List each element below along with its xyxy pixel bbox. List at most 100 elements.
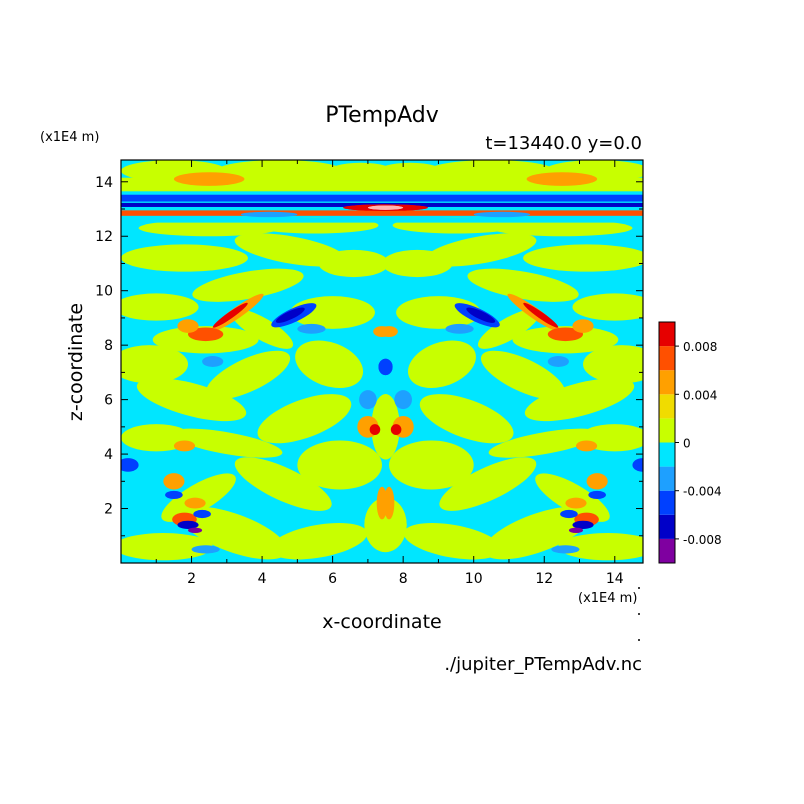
y-tick-label: 12 — [95, 229, 113, 245]
colorbar-segment — [659, 370, 675, 395]
field-patch-high — [177, 319, 199, 333]
band-patch-orange — [526, 172, 598, 186]
field-patch-positive — [297, 440, 383, 490]
colorbar-tick-label: 0.008 — [683, 340, 717, 354]
field-patch-positive — [138, 219, 280, 237]
field-patch-low — [202, 356, 224, 367]
field-patch-positive — [419, 394, 514, 444]
x-tick-label: 10 — [465, 571, 483, 587]
field-patch-low — [568, 527, 584, 534]
field-patch-low — [275, 307, 305, 323]
field-patch-positive — [524, 378, 635, 422]
chart-title: PTempAdv — [325, 103, 439, 128]
field-patch-positive — [467, 268, 579, 302]
colorbar-tick-label: -0.004 — [683, 485, 722, 499]
band-positive — [121, 177, 643, 192]
field-patch-positive — [382, 249, 453, 278]
field-patch-positive — [161, 473, 236, 522]
field-patch-positive — [488, 428, 600, 458]
colorbar-tick-label: 0 — [683, 437, 691, 451]
y-tick-label: 6 — [104, 393, 113, 409]
field-patch-positive — [535, 473, 610, 522]
y-tick-label: 10 — [95, 284, 113, 300]
field-patch-positive — [257, 394, 352, 444]
field-patch-low — [466, 307, 496, 323]
colorbar-segment — [659, 346, 675, 371]
field-patch-positive — [121, 533, 213, 561]
field-patch-positive — [558, 533, 643, 561]
field-patch-high — [547, 327, 584, 342]
field-patch-positive — [389, 440, 474, 490]
field-patch-low — [632, 458, 643, 472]
field-patch-low — [193, 509, 211, 519]
field-patch-positive — [121, 244, 248, 272]
field-patch-high — [173, 440, 196, 452]
field-patch-high — [188, 327, 224, 342]
field-patch-low — [177, 520, 199, 529]
y-axis: 2 4 6 8 10 12 14 — [95, 175, 643, 537]
field-patch-high — [184, 497, 206, 509]
y-units-label: (x1E4 m) — [40, 130, 99, 145]
colorbar-segment — [659, 466, 675, 491]
y-tick-label: 8 — [104, 338, 113, 354]
colorbar-segment — [659, 490, 675, 515]
band-core-max — [367, 205, 404, 210]
field-patch-low — [240, 211, 298, 218]
field-patch-positive — [483, 506, 591, 560]
dot-marker — [638, 639, 640, 641]
field-patch-positive — [231, 308, 294, 349]
field-patch-low — [473, 211, 531, 218]
colorbar-tick-label: 0.004 — [683, 388, 717, 402]
field-patch-high — [380, 326, 398, 337]
field-patch-low — [121, 458, 139, 472]
field-patch-low — [297, 323, 326, 334]
field-patch-low — [547, 356, 569, 367]
band-negative — [121, 194, 643, 202]
source-file-label: ./jupiter_PTempAdv.nc — [444, 654, 642, 675]
field-patch-low — [572, 520, 594, 529]
field-patch-positive — [216, 160, 344, 182]
field-patch-positive — [269, 522, 368, 560]
x-tick-label: 6 — [328, 571, 337, 587]
field-patch-low — [445, 323, 474, 334]
field-patch-high — [390, 424, 402, 436]
field-patch-positive — [121, 345, 189, 384]
field-patch-positive — [364, 497, 407, 553]
field-patch-low — [551, 545, 580, 554]
field-patch-high — [565, 497, 587, 509]
colorbar-segment — [659, 442, 675, 467]
x-axis-label: x-coordinate — [322, 611, 441, 633]
field-patch-positive — [171, 428, 283, 458]
field-patch-low — [588, 490, 606, 500]
field-patch-positive — [295, 340, 364, 388]
colorbar-segment — [659, 514, 675, 539]
field-patch-positive — [371, 394, 400, 460]
field-patch-positive — [180, 506, 288, 560]
band-strong-positive — [121, 210, 643, 216]
field-patch-positive — [205, 350, 291, 400]
y-tick-label: 4 — [104, 447, 113, 463]
colorbar-segment — [659, 538, 675, 563]
field-patch-low — [394, 390, 412, 410]
colorbar-segment — [659, 322, 675, 347]
field-patch-positive — [318, 249, 390, 278]
field-patch-positive — [491, 219, 633, 237]
field-patch-positive — [192, 268, 304, 302]
y-axis-label: z-coordinate — [65, 303, 87, 421]
field-patch-positive — [136, 378, 247, 422]
field-patch-low — [191, 545, 220, 554]
colorbar-segment — [659, 418, 675, 443]
x-tick-label: 12 — [535, 571, 553, 587]
field-patch-low — [378, 358, 393, 376]
field-patch-low — [359, 390, 377, 410]
x-tick-label: 14 — [606, 571, 624, 587]
field-patch-positive — [480, 350, 566, 400]
field-patch-high — [575, 440, 598, 452]
field-patch-high — [586, 473, 608, 490]
y-tick-label: 14 — [95, 175, 113, 191]
field-patch-positive — [234, 457, 332, 511]
heatmap-field — [121, 160, 643, 563]
field-patch-positive — [234, 233, 346, 267]
field-patch-positive — [583, 345, 643, 384]
